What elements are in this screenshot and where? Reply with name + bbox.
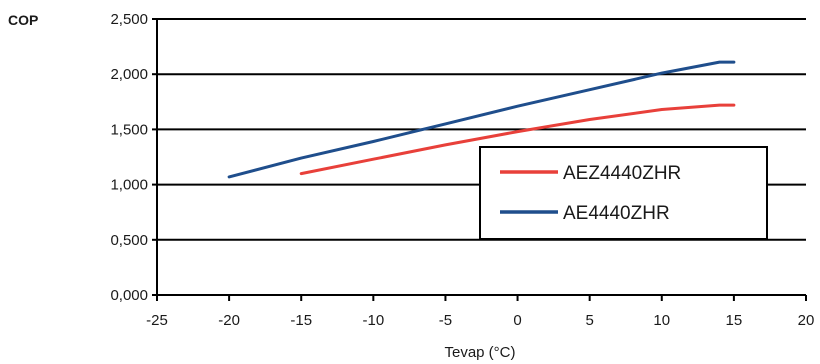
- tick-labels: 0,000 0,500 1,000 1,500 2,000 2,500 -25 -20 -15 -…: [110, 11, 814, 329]
- x-axis-title: Tevap (°C): [444, 344, 515, 361]
- y-tick-label: 0,000: [110, 287, 148, 304]
- legend: AEZ4440ZHR AE4440ZHR: [479, 146, 768, 240]
- y-tick-label: 1,000: [110, 177, 148, 194]
- x-tick-label: -25: [146, 312, 168, 329]
- y-tick-label: 2,000: [110, 66, 148, 83]
- series-line-ae4440zhr: [227, 60, 736, 179]
- series-line-aez4440zhr: [299, 103, 736, 176]
- x-tick-label: 15: [726, 312, 743, 329]
- legend-box: [479, 146, 768, 240]
- x-tick-label: 10: [653, 312, 670, 329]
- axes-layer: [152, 18, 807, 301]
- x-tick-label: 5: [585, 312, 593, 329]
- legend-label-aez4440zhr: AEZ4440ZHR: [563, 163, 681, 184]
- x-tick-label: -15: [290, 312, 312, 329]
- x-tick-label: -20: [218, 312, 240, 329]
- series-layer: [227, 60, 736, 179]
- y-tick-label: 0,500: [110, 232, 148, 249]
- y-axis-title: COP: [8, 12, 38, 28]
- y-tick-label: 1,500: [110, 121, 148, 138]
- x-tick-label: 0: [513, 312, 521, 329]
- x-tick-label: -10: [362, 312, 384, 329]
- legend-label-ae4440zhr: AE4440ZHR: [563, 203, 670, 224]
- x-tick-label: 20: [798, 312, 815, 329]
- y-tick-label: 2,500: [110, 11, 148, 28]
- x-tick-label: -5: [439, 312, 452, 329]
